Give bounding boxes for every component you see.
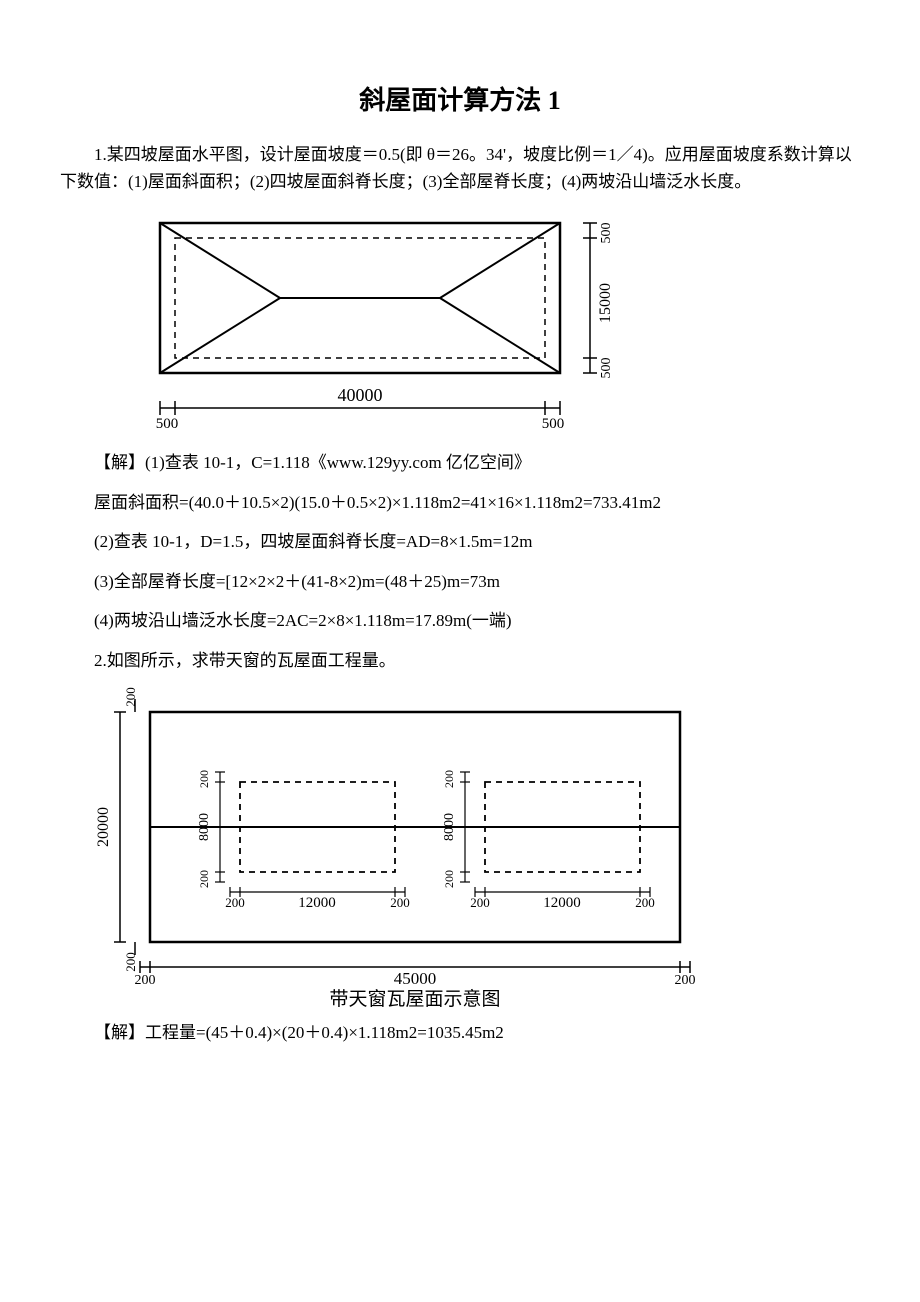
fig2-win1-el: 200 [225, 895, 245, 910]
fig2-win1-et: 200 [197, 770, 211, 788]
solution-line-5: (4)两坡沿山墙泛水长度=2AC=2×8×1.118m=17.89m(一端) [60, 608, 860, 634]
fig2-win1-er: 200 [390, 895, 410, 910]
fig2-win2-er: 200 [635, 895, 655, 910]
fig2-win1-eb: 200 [197, 870, 211, 888]
fig1-eave-right: 500 [542, 416, 565, 432]
fig2-win2-h: 8000 [442, 813, 457, 841]
solution-line-1: 【解】(1)查表 10-1，C=1.118《www.129yy.com 亿亿空间… [60, 450, 860, 476]
solution-line-7: 【解】工程量=(45＋0.4)×(20＋0.4)×1.118m2=1035.45… [60, 1020, 860, 1046]
fig2-win2-el: 200 [470, 895, 490, 910]
solution-line-6: 2.如图所示，求带天窗的瓦屋面工程量。 [60, 648, 860, 674]
fig2-caption: 带天窗瓦屋面示意图 [329, 988, 500, 1007]
figure-1: 40000 500 500 15000 500 500 [120, 203, 860, 438]
page-title: 斜屋面计算方法 1 [60, 80, 860, 117]
fig2-win2-et: 200 [442, 770, 456, 788]
fig2-main-h: 20000 [95, 807, 112, 847]
fig1-height-label: 15000 [597, 283, 614, 323]
fig2-eave-left: 200 [135, 973, 156, 988]
solution-line-4: (3)全部屋脊长度=[12×2×2＋(41-8×2)m=(48＋25)m=73m [60, 569, 860, 595]
fig2-win1-h: 8000 [197, 813, 212, 841]
fig2-eave-bottom: 200 [123, 953, 138, 973]
fig1-eave-left: 500 [156, 416, 179, 432]
fig2-win1-w: 12000 [298, 895, 336, 911]
fig2-main-w: 45000 [394, 969, 437, 988]
fig1-eave-top: 500 [599, 223, 614, 244]
intro-paragraph: 1.某四坡屋面水平图，设计屋面坡度＝0.5(即 θ＝26。34'，坡度比例＝1／… [60, 141, 860, 195]
fig1-width-label: 40000 [338, 385, 383, 405]
fig2-eave-top: 200 [123, 688, 138, 708]
solution-line-3: (2)查表 10-1，D=1.5，四坡屋面斜脊长度=AD=8×1.5m=12m [60, 529, 860, 555]
fig2-win2-eb: 200 [442, 870, 456, 888]
fig2-win2-w: 12000 [543, 895, 581, 911]
fig1-eave-bottom: 500 [599, 358, 614, 379]
solution-line-2: 屋面斜面积=(40.0＋10.5×2)(15.0＋0.5×2)×1.118m2=… [60, 490, 860, 516]
fig2-eave-right: 200 [675, 973, 696, 988]
figure-2: 20000 200 200 8000 200 200 8000 200 20 [90, 687, 860, 1012]
